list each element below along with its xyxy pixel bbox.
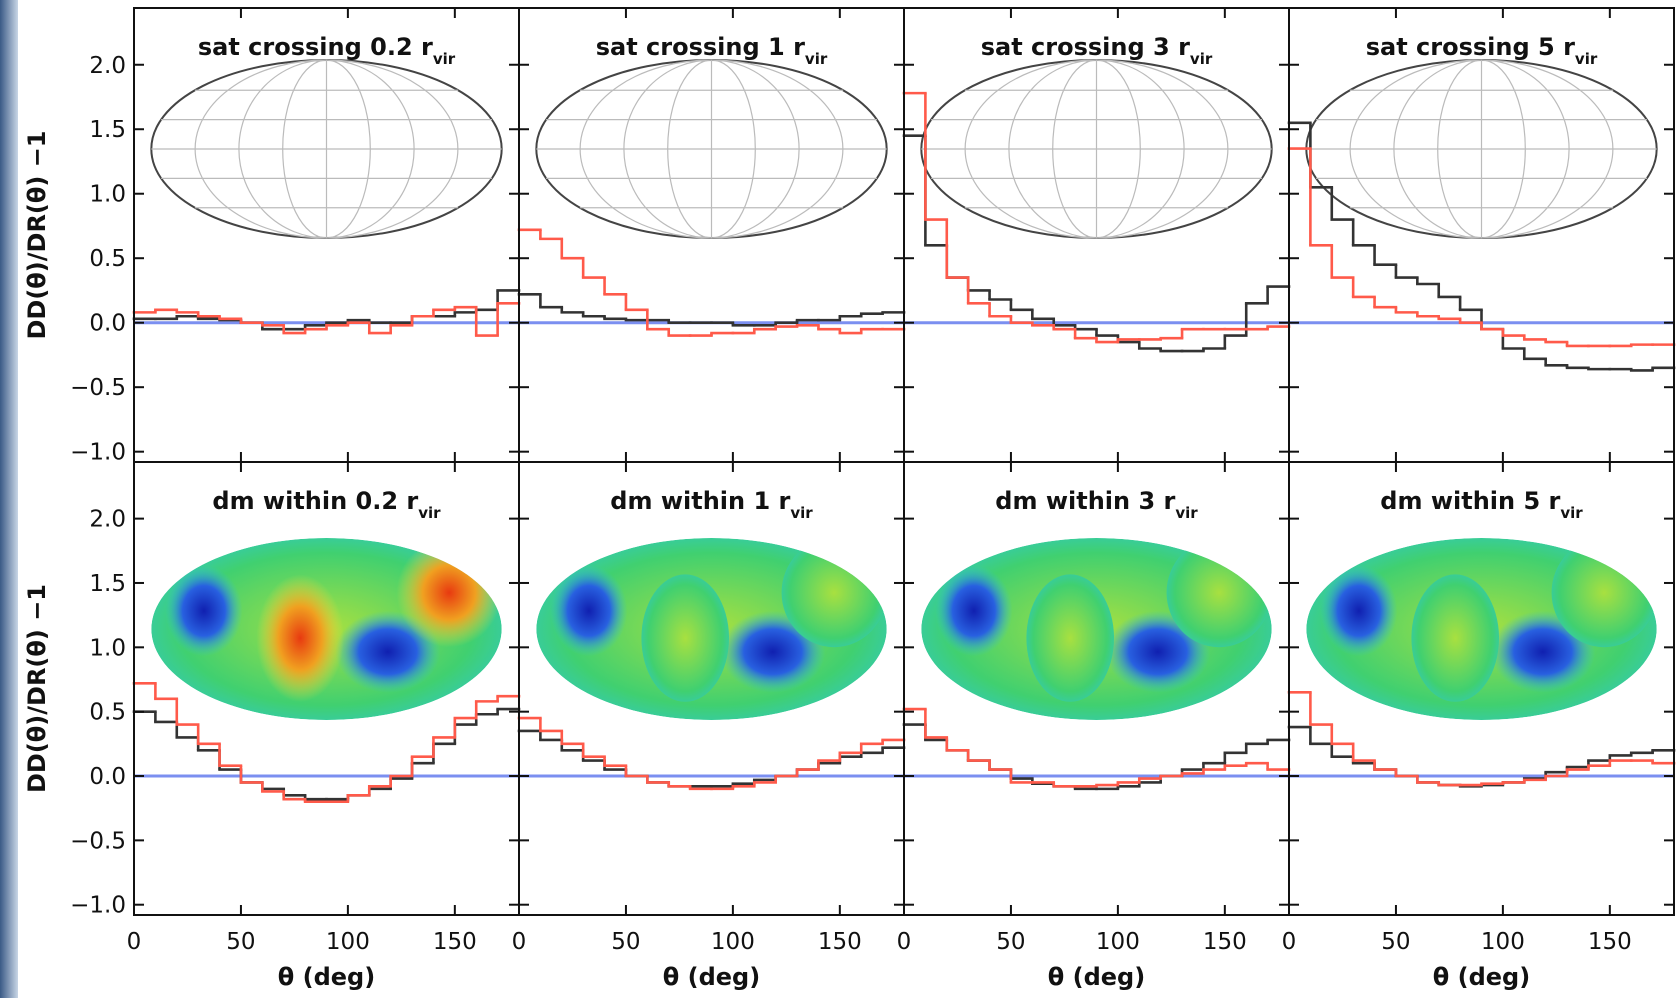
y-axis-label: DD(θ)/DR(θ) −1 — [23, 130, 51, 339]
density-blob — [256, 574, 345, 702]
density-blob — [396, 538, 502, 648]
x-tick-label: 100 — [711, 929, 755, 955]
title-subscript: vir — [1175, 504, 1198, 522]
y-tick-label: 0.5 — [89, 246, 126, 272]
title-text: dm within 1 r — [610, 487, 790, 515]
y-tick-label: 1.5 — [89, 571, 126, 597]
y-tick-label: 0.0 — [89, 764, 126, 790]
title-subscript: vir — [805, 50, 828, 68]
title-subscript: vir — [418, 504, 441, 522]
density-blob — [935, 565, 1013, 657]
window-edge — [0, 0, 18, 998]
title-text: dm within 0.2 r — [212, 487, 418, 515]
title-subscript: vir — [1575, 50, 1598, 68]
panel: 0 50 100 150 θ (deg) dm within 3 rvir — [897, 461, 1291, 991]
title-text: dm within 3 r — [995, 487, 1175, 515]
title-text: dm within 5 r — [1380, 487, 1560, 515]
panel-title: dm within 1 rvir — [610, 487, 813, 522]
title-text: sat crossing 5 r — [1366, 33, 1575, 61]
panel-title: sat crossing 5 rvir — [1366, 33, 1598, 68]
title-text: sat crossing 1 r — [596, 33, 805, 61]
x-tick-label: 50 — [1381, 929, 1410, 955]
density-blob — [1026, 574, 1115, 702]
density-map — [921, 538, 1272, 720]
x-tick-label: 100 — [326, 929, 370, 955]
x-tick-label: 0 — [1282, 929, 1297, 955]
x-axis-label: θ (deg) — [1048, 963, 1145, 991]
title-subscript: vir — [1190, 50, 1213, 68]
panel-title: sat crossing 3 rvir — [981, 33, 1213, 68]
density-blob — [1411, 574, 1500, 702]
panel: 0 50 100 150 θ (deg) dm within 1 rvir — [512, 461, 906, 991]
y-axis-label: DD(θ)/DR(θ) −1 — [23, 584, 51, 793]
density-blob — [1551, 538, 1657, 648]
density-map — [536, 538, 887, 720]
y-tick-label: −0.5 — [70, 828, 126, 854]
x-tick-label: 0 — [897, 929, 912, 955]
y-tick-label: 2.0 — [89, 53, 126, 79]
title-subscript: vir — [433, 50, 456, 68]
y-tick-label: −1.0 — [70, 440, 126, 466]
density-map — [1306, 538, 1657, 720]
panel-title: dm within 0.2 rvir — [212, 487, 441, 522]
x-tick-label: 50 — [996, 929, 1025, 955]
x-tick-label: 0 — [127, 929, 142, 955]
panel: sat crossing 5 rvir — [1287, 7, 1676, 463]
density-blob — [165, 565, 243, 657]
panel: −1.0 −0.5 0.0 0.5 1.0 1.5 2.0 DD(θ)/DR(θ) −1 sat… — [23, 7, 521, 466]
y-tick-label: −0.5 — [70, 375, 126, 401]
title-subscript: vir — [790, 504, 813, 522]
panel: 0 50 100 150 θ (deg) dm within 5 rvir — [1282, 461, 1676, 991]
y-tick-label: 0.0 — [89, 311, 126, 337]
panel: sat crossing 3 rvir — [902, 7, 1291, 463]
axes-frame — [1288, 461, 1675, 916]
x-tick-label: 150 — [433, 929, 477, 955]
density-map — [151, 538, 502, 720]
panel-title: dm within 5 rvir — [1380, 487, 1583, 522]
panel-title: sat crossing 1 rvir — [596, 33, 828, 68]
x-tick-label: 0 — [512, 929, 527, 955]
x-axis-label: θ (deg) — [278, 963, 375, 991]
title-text: sat crossing 3 r — [981, 33, 1190, 61]
panel: −1.0 −0.5 0.0 0.5 1.0 1.5 2.0 0 50 100 150 θ (deg) D… — [23, 461, 521, 991]
density-blob — [781, 538, 887, 648]
y-tick-label: 0.5 — [89, 700, 126, 726]
panel: sat crossing 1 rvir — [517, 7, 906, 463]
x-tick-label: 150 — [1588, 929, 1632, 955]
density-blob — [641, 574, 730, 702]
x-tick-label: 150 — [818, 929, 862, 955]
x-tick-label: 100 — [1096, 929, 1140, 955]
y-tick-label: 1.5 — [89, 117, 126, 143]
density-blob — [1166, 538, 1272, 648]
panel-title: dm within 3 rvir — [995, 487, 1198, 522]
x-tick-label: 100 — [1481, 929, 1525, 955]
density-blob — [1320, 565, 1398, 657]
panel-title: sat crossing 0.2 rvir — [198, 33, 456, 68]
x-axis-label: θ (deg) — [663, 963, 760, 991]
y-tick-label: −1.0 — [70, 893, 126, 919]
x-tick-label: 150 — [1203, 929, 1247, 955]
title-text: sat crossing 0.2 r — [198, 33, 433, 61]
title-subscript: vir — [1560, 504, 1583, 522]
y-tick-label: 2.0 — [89, 507, 126, 533]
y-tick-label: 1.0 — [89, 182, 126, 208]
x-axis-label: θ (deg) — [1433, 963, 1530, 991]
density-blob — [550, 565, 628, 657]
y-tick-label: 1.0 — [89, 635, 126, 661]
x-tick-label: 50 — [611, 929, 640, 955]
x-tick-label: 50 — [226, 929, 255, 955]
